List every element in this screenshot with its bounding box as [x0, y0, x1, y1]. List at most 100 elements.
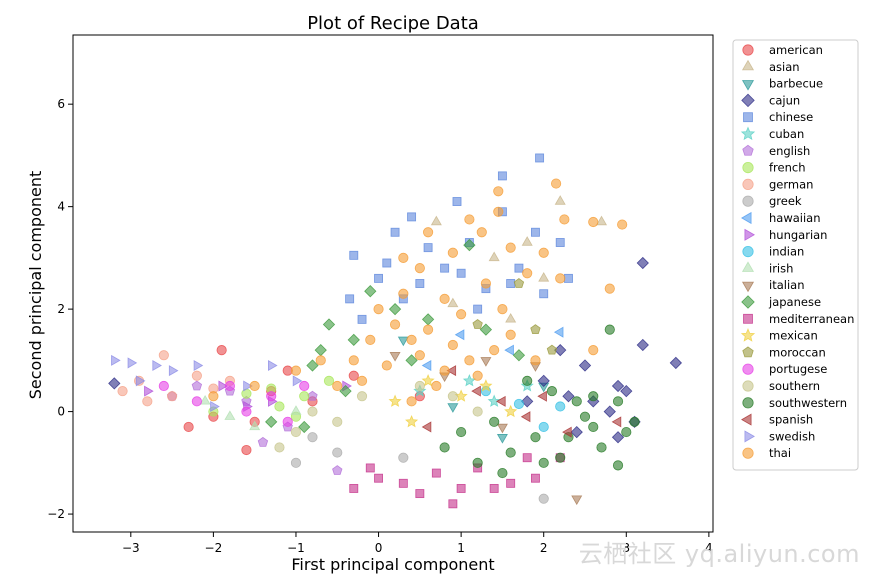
legend-label: moroccan: [769, 345, 826, 359]
point-chinese: [415, 279, 425, 288]
legend-label: cuban: [769, 127, 804, 141]
legend-marker-greek: [742, 195, 754, 207]
point-thai: [439, 365, 450, 376]
point-swedish: [243, 380, 253, 392]
point-cajun: [636, 256, 649, 270]
point-southern: [447, 391, 458, 402]
point-southwestern: [538, 457, 549, 468]
point-asian: [505, 312, 517, 323]
point-mediterranean: [489, 483, 499, 493]
point-southern: [332, 416, 343, 427]
point-spanish: [562, 426, 572, 438]
legend-marker-mexican: [740, 328, 756, 342]
point-southwestern: [596, 442, 607, 453]
point-irish: [224, 410, 236, 420]
x-axis-label: First principal component: [291, 555, 494, 574]
point-japanese: [479, 323, 493, 336]
point-hawaiian: [504, 344, 514, 356]
series-german: [117, 350, 235, 407]
point-portugese: [224, 380, 235, 392]
x-tick-label: −3: [122, 541, 140, 555]
point-moroccan: [472, 319, 483, 329]
point-english: [257, 436, 269, 447]
point-southwestern: [497, 467, 508, 479]
series-southern: [274, 380, 483, 453]
legend-marker-southern: [742, 380, 754, 392]
point-greek: [307, 432, 318, 443]
point-barbecue: [447, 403, 459, 413]
point-mediterranean: [456, 483, 466, 493]
point-thai: [559, 214, 570, 225]
legend-item-swedish: swedish: [744, 429, 815, 443]
point-japanese: [463, 238, 476, 252]
point-southwestern: [456, 427, 467, 438]
point-english: [191, 380, 203, 391]
series-chinese: [345, 153, 573, 324]
point-thai: [489, 345, 500, 356]
point-chinese: [452, 197, 462, 206]
point-cajun: [636, 338, 649, 352]
y-tick-label: 4: [57, 200, 65, 214]
legend-item-chinese: chinese: [743, 110, 813, 124]
point-thai: [348, 355, 359, 366]
legend-label: cajun: [769, 93, 800, 107]
legend-marker-french: [742, 162, 754, 174]
point-asian: [488, 251, 500, 262]
point-indian: [555, 401, 566, 412]
watermark-text: 云栖社区 yq.aliyun.com: [578, 540, 860, 568]
point-chinese: [473, 304, 483, 314]
scatter-points: [108, 153, 682, 509]
point-chinese: [535, 153, 545, 163]
point-spanish: [421, 421, 432, 433]
point-thai: [398, 252, 409, 263]
point-thai: [551, 178, 562, 189]
point-thai: [588, 216, 599, 228]
legend-marker-spanish: [741, 413, 752, 426]
legend-marker-japanese: [741, 295, 755, 309]
point-cajun: [611, 431, 625, 444]
series-barbecue: [397, 336, 550, 444]
point-mexican: [479, 379, 493, 392]
point-swedish: [193, 359, 204, 372]
legend-item-southern: southern: [742, 379, 820, 393]
y-tick-label: 0: [57, 405, 65, 419]
point-thai: [315, 355, 326, 366]
point-swedish: [292, 375, 303, 387]
series-asian: [430, 195, 608, 323]
point-southwestern: [612, 460, 624, 471]
x-tick-label: 3: [622, 541, 630, 555]
legend: american asian barbecue cajun chinese cuban en…: [732, 39, 859, 471]
point-american: [348, 370, 359, 381]
legend-item-mediterranean: mediterranean: [743, 312, 854, 326]
point-french: [241, 388, 252, 399]
point-french: [274, 401, 285, 412]
series-italian: [389, 352, 583, 506]
point-southwestern: [546, 386, 558, 397]
point-mediterranean: [398, 478, 408, 488]
point-mexican: [504, 404, 518, 418]
point-thai: [249, 380, 260, 392]
legend-item-german: german: [742, 177, 813, 191]
series-cajun: [108, 256, 682, 444]
point-swedish: [135, 375, 146, 387]
point-thai: [423, 227, 434, 238]
legend-label: mediterranean: [769, 312, 854, 326]
legend-item-portugese: portugese: [742, 362, 827, 376]
point-german: [167, 391, 178, 402]
legend-marker-portugese: [742, 363, 754, 375]
point-swedish: [152, 359, 162, 372]
x-tick-label: 4: [705, 541, 713, 555]
legend-item-thai: thai: [742, 446, 791, 460]
point-mediterranean: [522, 453, 532, 463]
point-chinese: [456, 268, 466, 278]
point-southwestern: [588, 421, 599, 433]
legend-marker-barbecue: [741, 80, 755, 91]
point-swedish: [267, 359, 278, 372]
point-chinese: [531, 227, 540, 237]
legend-label: portugese: [769, 362, 827, 376]
point-southern: [414, 380, 425, 392]
point-greek: [332, 447, 343, 458]
point-thai: [588, 345, 599, 356]
point-thai: [447, 339, 458, 351]
point-mediterranean: [431, 468, 441, 478]
